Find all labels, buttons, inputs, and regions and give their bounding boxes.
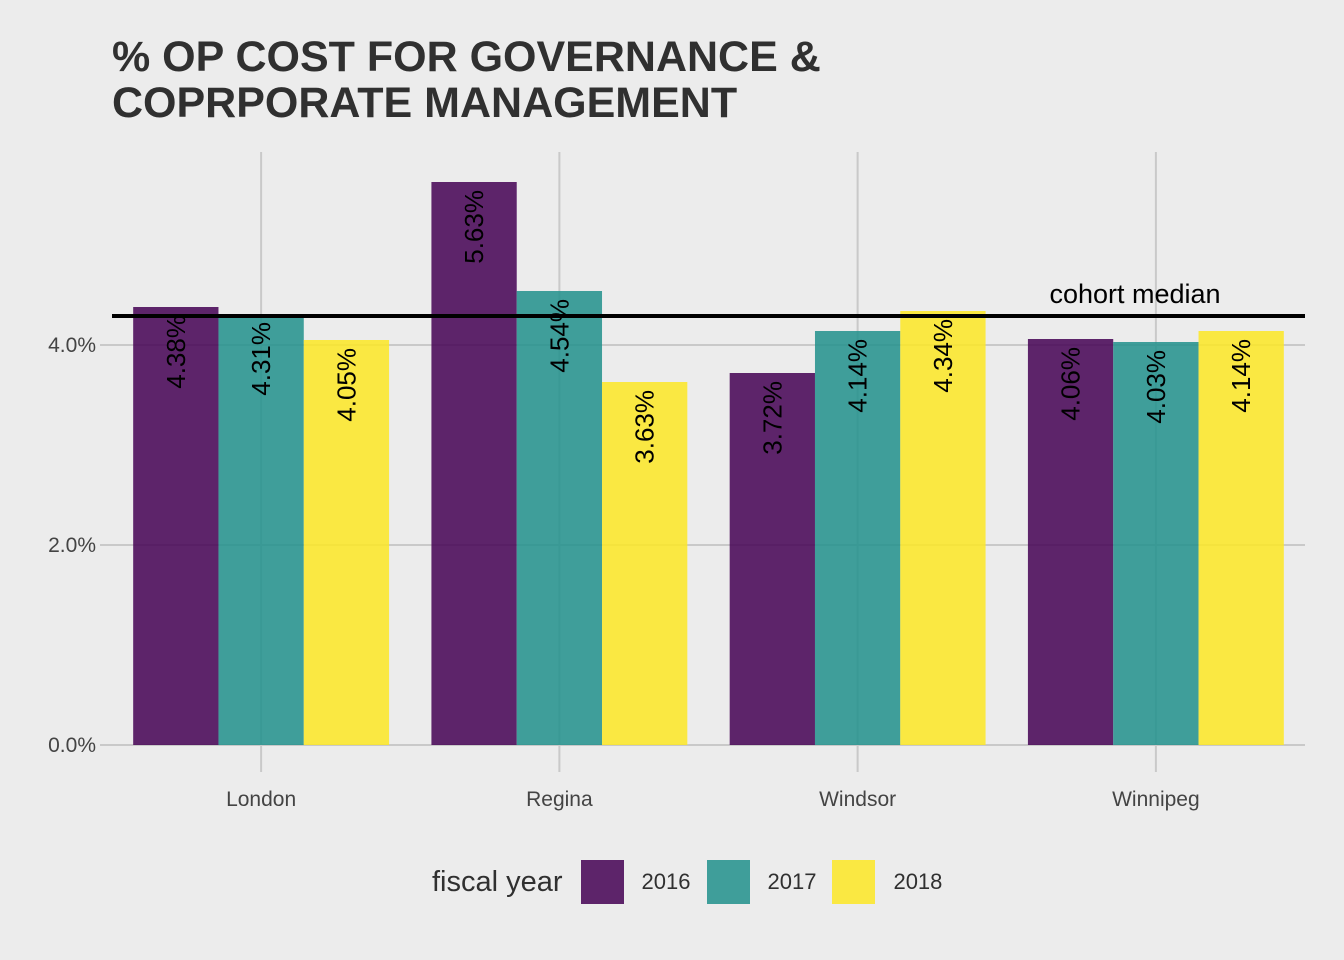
bar-windsor-2016 (729, 373, 815, 745)
cohort-median-label: cohort median (1049, 279, 1220, 309)
bar-value-label: 4.34% (928, 319, 958, 393)
bar-london-2018 (303, 340, 390, 745)
chart-title-line-1: % OP COST FOR GOVERNANCE & (112, 33, 821, 81)
bar-value-label: 4.54% (544, 299, 574, 373)
legend-label-2018: 2018 (893, 869, 943, 894)
legend-label-2016: 2016 (641, 869, 691, 894)
bar-winnipeg-2016 (1027, 339, 1114, 745)
x-tick-label: London (226, 788, 296, 811)
chart-title-line-2: COPRPORATE MANAGEMENT (112, 79, 738, 127)
bar-winnipeg-2017 (1113, 342, 1199, 745)
bar-value-label: 4.14% (843, 339, 873, 413)
x-tick-label: Regina (526, 788, 593, 811)
y-tick-label: 2.0% (48, 534, 96, 557)
bar-regina-2018 (602, 382, 688, 745)
bar-value-label: 4.31% (246, 322, 276, 396)
bar-value-label: 4.05% (331, 348, 361, 422)
bar-regina-2016 (431, 182, 517, 745)
legend-label-2017: 2017 (767, 869, 817, 894)
bar-value-label: 4.06% (1056, 347, 1086, 421)
y-tick-label: 4.0% (48, 334, 96, 357)
legend: fiscal year 2016 2017 2018 (432, 860, 958, 904)
bar-regina-2017 (516, 291, 603, 745)
bar-value-label: 5.63% (459, 190, 489, 264)
x-tick-label: Winnipeg (1112, 788, 1200, 811)
bar-windsor-2018 (900, 311, 986, 745)
bar-windsor-2017 (814, 331, 901, 745)
chart-title: % OP COST FOR GOVERNANCE & COPRPORATE MA… (112, 34, 1112, 126)
legend-item-2017: 2017 (706, 860, 817, 904)
y-tick-label: 0.0% (48, 734, 96, 757)
bar-value-label: 4.14% (1226, 339, 1256, 413)
bar-value-label: 4.03% (1141, 350, 1171, 424)
legend-swatch-2018 (832, 860, 876, 904)
legend-item-2018: 2018 (832, 860, 942, 904)
legend-title: fiscal year (432, 865, 563, 898)
legend-item-2016: 2016 (580, 860, 691, 904)
bar-winnipeg-2018 (1198, 331, 1284, 745)
bar-value-label: 4.38% (161, 315, 191, 389)
bar-london-2016 (133, 307, 219, 745)
x-tick-label: Windsor (819, 788, 896, 811)
legend-swatch-2016 (580, 860, 624, 904)
bar-value-label: 3.72% (757, 381, 787, 455)
legend-swatch-2017 (706, 860, 750, 904)
bar-london-2017 (218, 314, 304, 745)
bar-value-label: 3.63% (630, 390, 660, 464)
